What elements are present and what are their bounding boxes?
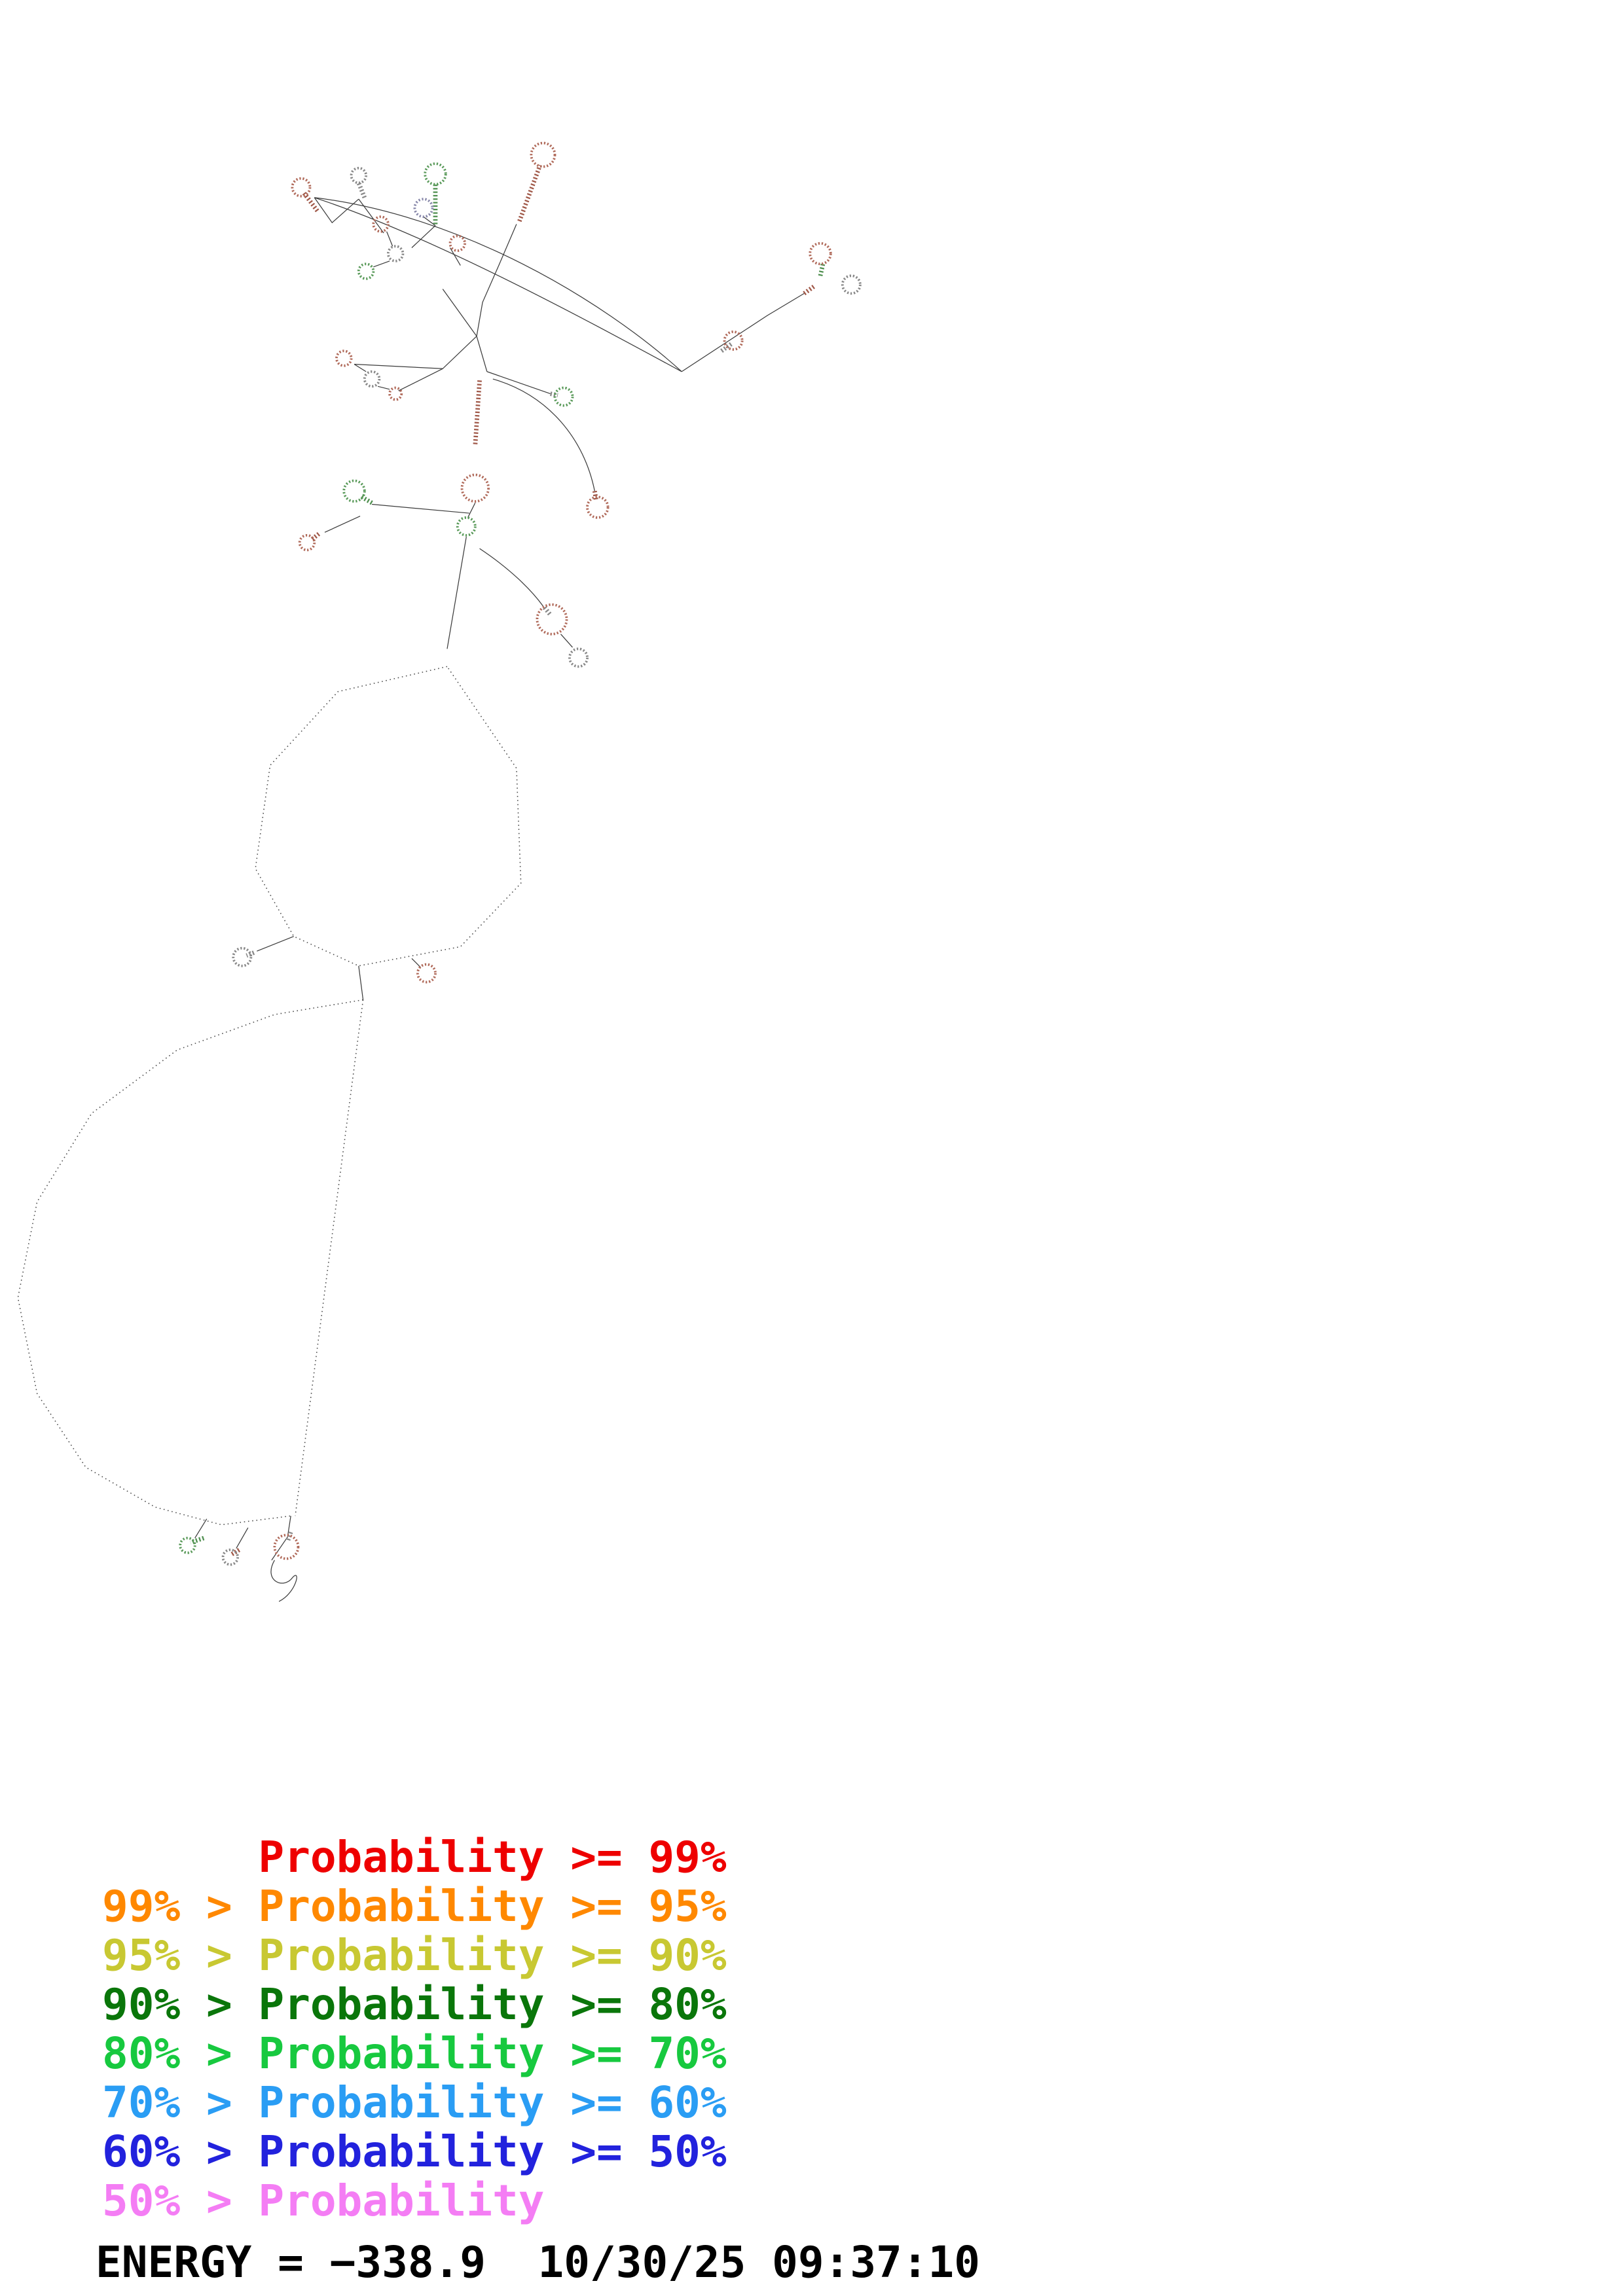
backbone-group: [17, 197, 805, 1602]
legend-item: Probability >= 99%: [102, 1832, 727, 1882]
legend-item: 80% > Probability >= 70%: [102, 2028, 727, 2079]
loop-group: [179, 141, 862, 1566]
legend-item: 50% > Probability: [102, 2176, 545, 2226]
probability-legend: Probability >= 99% 99% > Probability >= …: [102, 1833, 727, 2225]
energy-line: ENERGY = −338.9 10/30/25 09:37:10: [96, 2237, 981, 2287]
legend-item: 95% > Probability >= 90%: [102, 1930, 727, 1981]
legend-item: 60% > Probability >= 50%: [102, 2126, 727, 2177]
legend-item: 90% > Probability >= 80%: [102, 1979, 727, 2030]
helix-group: [189, 164, 826, 1556]
legend-item: 99% > Probability >= 95%: [102, 1881, 727, 1931]
legend-item: 70% > Probability >= 60%: [102, 2077, 727, 2128]
